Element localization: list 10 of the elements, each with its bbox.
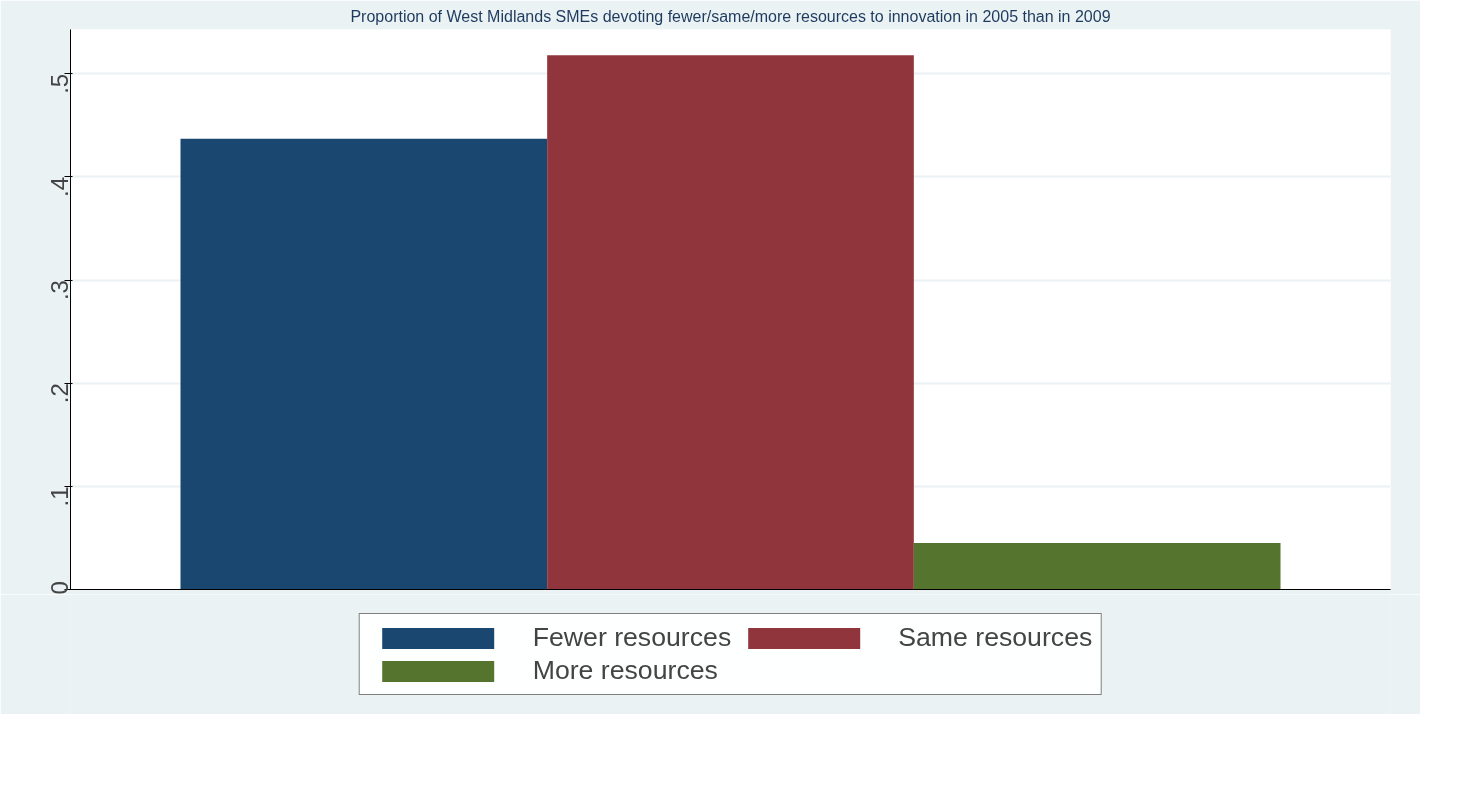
chart-title: Proportion of West Midlands SMEs devoting fewer/same/more resources to innovation in 2005 than in 2009 xyxy=(350,7,1111,25)
y-tick-label: .2 xyxy=(46,383,73,404)
legend-label: Same resources xyxy=(898,622,1093,653)
legend-label: More resources xyxy=(532,655,718,686)
y-tick-label: .1 xyxy=(46,486,73,507)
y-tick-label: .3 xyxy=(46,280,73,301)
y-tick-label: .5 xyxy=(46,73,73,94)
y-tick-label: 0 xyxy=(46,581,73,595)
y-tick-label: .4 xyxy=(46,176,73,197)
legend-label: Fewer resources xyxy=(532,622,732,653)
